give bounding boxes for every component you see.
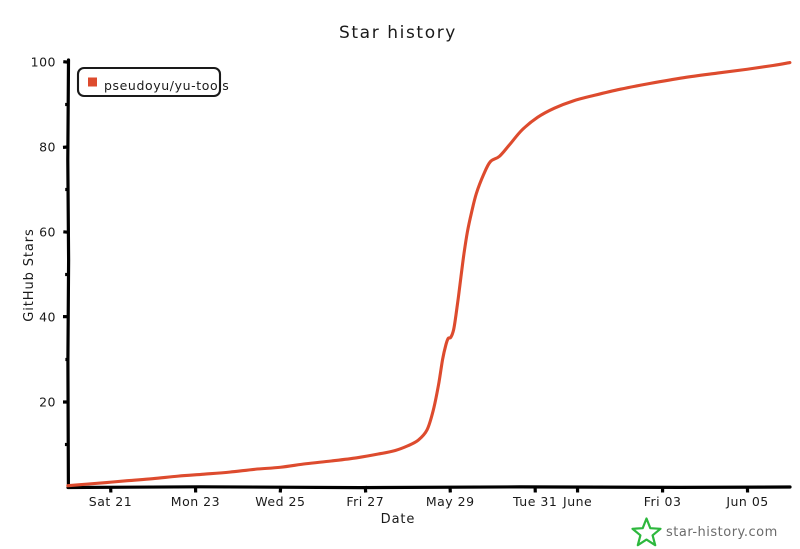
y-tick-label: 80 <box>39 140 56 155</box>
legend-color-swatch <box>88 77 97 87</box>
y-tick-label: 20 <box>39 395 56 410</box>
y-tick-label: 100 <box>31 55 56 70</box>
chart-legend[interactable]: pseudoyu/yu-tools <box>76 66 229 98</box>
watermark[interactable]: star-history.com <box>631 517 778 547</box>
y-tick-label: 40 <box>39 310 56 325</box>
star-icon <box>631 517 662 547</box>
legend-entry-label: pseudoyu/yu-tools <box>104 78 229 93</box>
y-tick-mark <box>63 60 70 64</box>
x-axis-title: Date <box>381 512 416 527</box>
y-tick-marks <box>62 60 70 447</box>
x-axis-line <box>66 485 792 490</box>
series-lines <box>66 61 792 488</box>
x-tick-label: Tue 31 <box>512 494 557 509</box>
y-tick-label: 60 <box>39 225 56 240</box>
x-tick-label: Wed 25 <box>255 494 305 509</box>
y-tick-labels: 20 40 60 80 100 <box>31 55 56 410</box>
chart-title: Star history <box>339 23 457 43</box>
y-axis: 20 40 60 80 100 GitHub Stars <box>22 55 71 489</box>
x-tick-label: Sat 21 <box>89 494 132 509</box>
y-axis-title: GitHub Stars <box>22 228 37 321</box>
watermark-label: star-history.com <box>666 525 778 540</box>
x-tick-marks <box>109 485 750 493</box>
x-tick-label: Fri 27 <box>346 494 384 509</box>
y-tick-mark <box>63 230 70 234</box>
x-tick-label: June <box>562 494 592 509</box>
x-tick-label: May 29 <box>426 494 475 509</box>
x-tick-label: Fri 03 <box>644 494 682 509</box>
x-tick-labels: Sat 21 Mon 23 Wed 25 Fri 27 May 29 Tue 31 June… <box>89 494 768 509</box>
series-line <box>66 61 792 488</box>
legend-box <box>76 66 222 98</box>
x-tick-label: Jun 05 <box>725 494 768 509</box>
x-axis: Sat 21 Mon 23 Wed 25 Fri 27 May 29 Tue 31 June… <box>66 485 792 527</box>
x-tick-label: Mon 23 <box>171 494 220 509</box>
